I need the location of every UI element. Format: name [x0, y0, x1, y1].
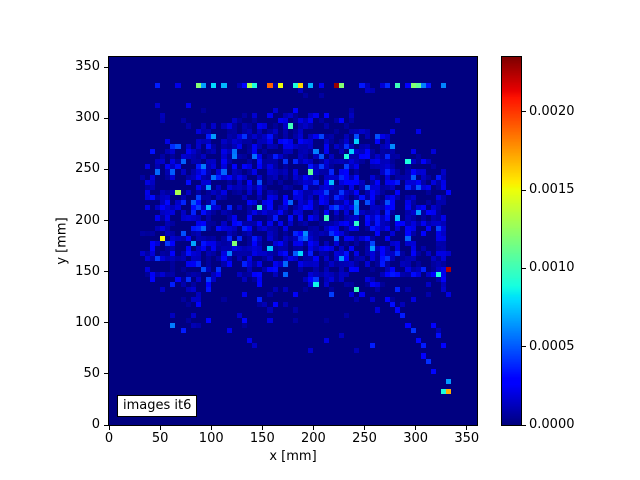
x-tick-label: 50 — [151, 431, 169, 446]
y-tick-mark — [104, 117, 108, 119]
x-tick-label: 150 — [249, 431, 275, 446]
y-tick-label: 100 — [75, 314, 100, 330]
y-tick-mark — [104, 322, 108, 324]
colorbar-tick-label: 0.0020 — [529, 103, 575, 119]
y-tick-mark — [104, 168, 108, 170]
annotation-box: images it6 — [117, 395, 198, 417]
colorbar-tick-label: 0.0000 — [529, 417, 575, 432]
x-tick-mark — [261, 426, 263, 430]
colorbar-tick-mark — [522, 424, 526, 426]
x-tick-mark — [466, 426, 468, 430]
y-tick-mark — [104, 220, 108, 222]
x-tick-label: 300 — [403, 431, 429, 446]
x-tick-label: 0 — [104, 431, 114, 446]
x-tick-mark — [159, 426, 161, 430]
y-tick-label: 150 — [75, 263, 100, 279]
colorbar-tick-mark — [522, 111, 526, 113]
colorbar-tick-mark — [522, 267, 526, 269]
y-tick-label: 300 — [75, 110, 100, 126]
annotation-label: images it6 — [123, 398, 192, 413]
colorbar-tick-mark — [522, 189, 526, 191]
x-tick-mark — [108, 426, 110, 430]
colorbar-tick-label: 0.0015 — [529, 182, 575, 198]
y-tick-label: 200 — [75, 212, 100, 228]
y-tick-label: 0 — [91, 417, 100, 432]
x-tick-label: 250 — [352, 431, 377, 446]
y-tick-mark — [104, 66, 108, 68]
x-tick-mark — [415, 426, 417, 430]
colorbar-tick-label: 0.0005 — [529, 338, 575, 354]
y-tick-label: 250 — [75, 161, 100, 177]
y-tick-label: 50 — [83, 365, 100, 381]
x-axis-label: x [mm] — [269, 449, 317, 464]
x-tick-label: 200 — [301, 431, 326, 446]
colorbar-gradient — [502, 57, 521, 425]
x-tick-mark — [312, 426, 314, 430]
y-tick-mark — [104, 424, 108, 426]
y-tick-mark — [104, 373, 108, 375]
x-tick-mark — [364, 426, 366, 430]
heatmap-canvas — [109, 57, 477, 425]
colorbar-tick-mark — [522, 346, 526, 348]
colorbar — [501, 56, 522, 426]
y-tick-mark — [104, 271, 108, 273]
x-tick-label: 350 — [454, 431, 480, 446]
x-tick-mark — [210, 426, 212, 430]
x-tick-label: 100 — [198, 431, 224, 446]
heatmap-axes: images it6 — [108, 56, 478, 426]
y-tick-label: 350 — [75, 59, 100, 75]
colorbar-tick-label: 0.0010 — [529, 260, 575, 276]
